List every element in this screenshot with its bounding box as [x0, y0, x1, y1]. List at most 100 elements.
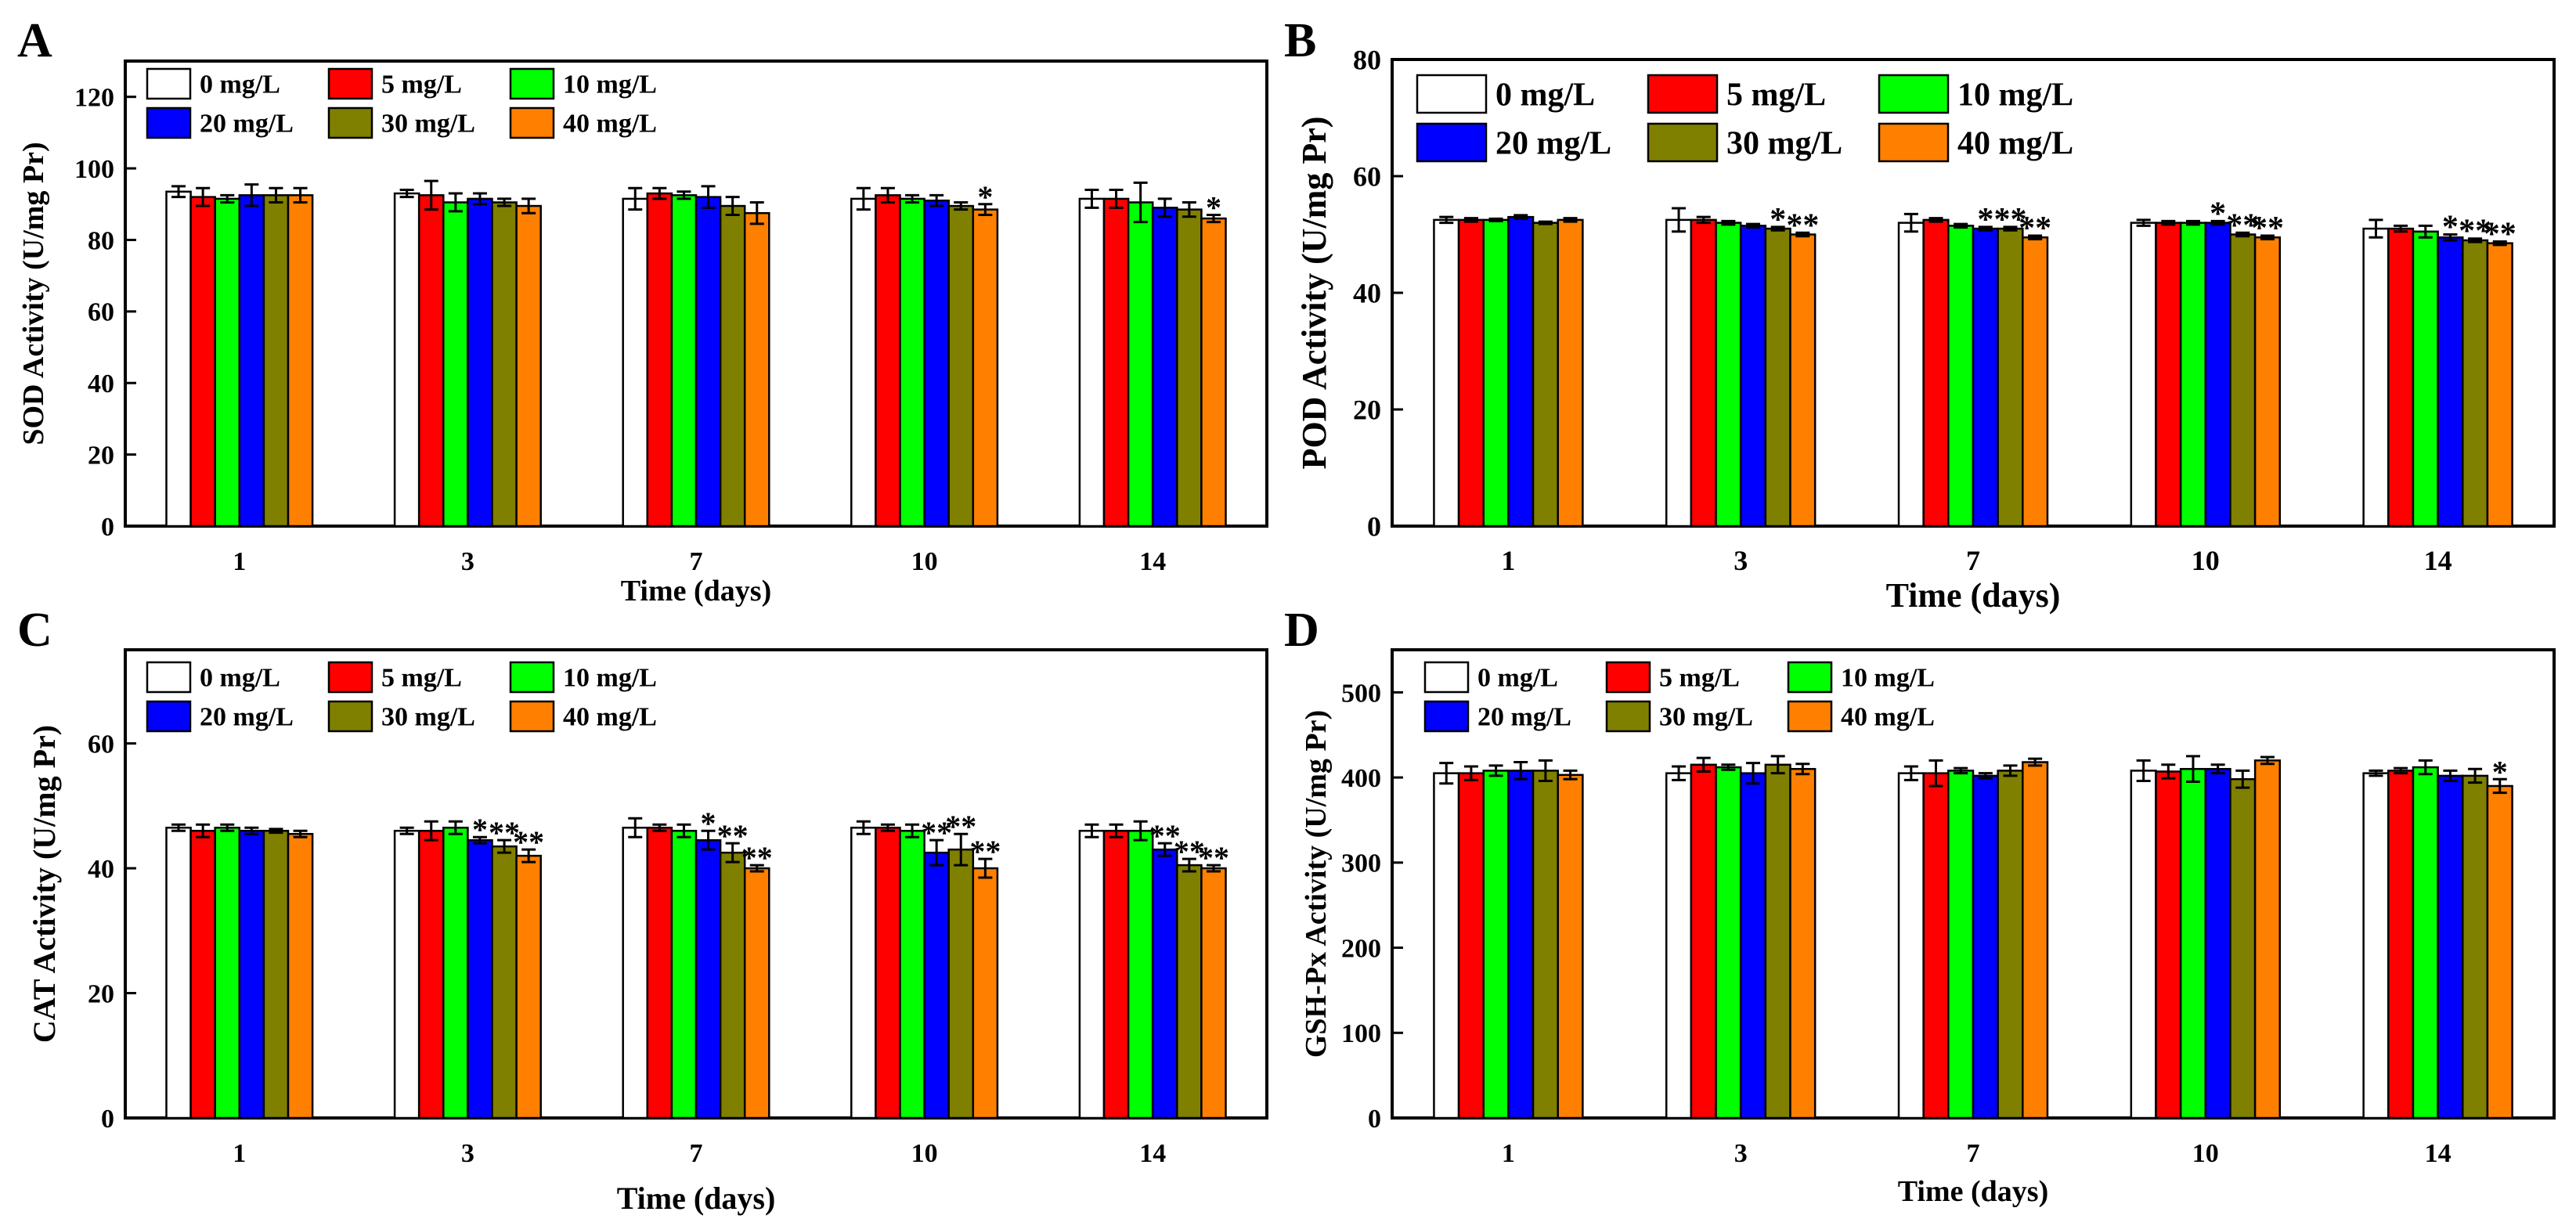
y-tick-label: 20 [88, 979, 114, 1008]
panel-label: D [1284, 604, 1319, 657]
bar [1739, 225, 1767, 528]
y-axis-label: SOD Activity (U/mg Pr) [17, 142, 50, 445]
x-tick-label: 1 [233, 1139, 246, 1168]
x-tick-label: 10 [911, 547, 938, 576]
bar [1127, 829, 1154, 1120]
x-tick-label: 7 [690, 1139, 703, 1168]
bar [1078, 829, 1106, 1120]
bar [1176, 208, 1203, 528]
bar [972, 208, 999, 528]
bar [1789, 233, 1817, 528]
bar [515, 204, 542, 528]
bar [238, 194, 265, 528]
legend-swatch [1878, 122, 1950, 163]
bar [2130, 770, 2157, 1120]
bar [1690, 763, 1717, 1120]
bar [393, 829, 420, 1120]
chart-panel-c: C 0 20 40 60 CAT Activity (U/mg Pr) Time (days… [17, 604, 1268, 1216]
bar [1789, 767, 1817, 1120]
bar [417, 194, 445, 528]
y-axis-label: POD Activity (U/mg Pr) [1295, 117, 1333, 470]
significance-mark: ** [2019, 211, 2051, 247]
bar [1897, 222, 1925, 528]
legend-entry: 0 mg/L [1495, 77, 1595, 113]
x-tick-label: 14 [1139, 547, 1166, 576]
x-axis-label: Time (days) [617, 1181, 776, 1216]
y-tick-label: 40 [88, 370, 114, 398]
x-tick-label: 3 [1734, 1139, 1748, 1168]
bar [743, 211, 770, 528]
x-tick-label: 10 [2192, 1139, 2219, 1168]
bar [875, 826, 901, 1120]
x-tick-label: 3 [461, 547, 474, 576]
x-tick-label: 3 [461, 1139, 474, 1168]
bar [2387, 227, 2415, 528]
bar [1665, 772, 1693, 1120]
significance-mark: * [472, 812, 488, 847]
significance-mark: ** [489, 815, 520, 850]
bar [1715, 766, 1742, 1120]
x-tick-label: 1 [1502, 1139, 1515, 1168]
panel-label: B [1284, 14, 1316, 67]
significance-mark: ** [1198, 840, 1229, 875]
bar [2155, 770, 2182, 1120]
bar [875, 194, 901, 528]
y-tick-label: 40 [1353, 278, 1381, 309]
legend-swatch [146, 67, 192, 100]
bar [2362, 227, 2390, 528]
bar [189, 829, 216, 1120]
significance-mark: ** [969, 834, 1001, 869]
legend-swatch [146, 661, 192, 694]
legend-swatch [327, 661, 373, 694]
significance-mark: ** [2226, 207, 2259, 243]
significance-mark: * [977, 179, 993, 215]
legend: 0 mg/L 5 mg/L 10 mg/L 20 mg/L 30 mg/L 40 mg/L [146, 661, 657, 733]
bar [2486, 784, 2513, 1120]
y-tick-label: 60 [1353, 161, 1381, 193]
bar [2179, 767, 2207, 1120]
legend-entry: 0 mg/L [200, 663, 280, 692]
x-tick-label: 7 [690, 547, 703, 576]
bar [165, 190, 192, 528]
significance-mark: * [2492, 754, 2508, 789]
bar [1947, 225, 1975, 528]
bar [1532, 770, 1559, 1120]
bar [899, 197, 925, 528]
bar [1997, 770, 2024, 1120]
bar [972, 867, 999, 1120]
bar [2253, 236, 2282, 528]
x-tick-label: 7 [1966, 545, 1980, 576]
bar [719, 204, 746, 528]
bar [646, 826, 673, 1120]
legend-swatch [327, 700, 373, 733]
legend-entry: 5 mg/L [1659, 663, 1740, 692]
bar [262, 829, 290, 1120]
legend-entry: 20 mg/L [200, 109, 294, 138]
bar [1715, 222, 1742, 528]
bar [1557, 773, 1584, 1120]
bar [2022, 236, 2049, 528]
significance-mark: ** [2484, 216, 2516, 252]
significance-mark: * [2442, 210, 2459, 246]
bar [1739, 772, 1767, 1120]
bar [214, 197, 241, 528]
legend-swatch [1647, 74, 1719, 114]
significance-mark: ** [513, 824, 544, 860]
y-tick-label: 80 [88, 226, 114, 255]
legend-swatch [1416, 122, 1488, 163]
bar [1482, 218, 1510, 528]
bar [2437, 774, 2464, 1120]
y-tick-label: 0 [1367, 511, 1381, 543]
bar [442, 826, 469, 1120]
bar [1665, 218, 1693, 528]
y-tick-label: 40 [88, 855, 114, 884]
bar [899, 829, 925, 1120]
bar [1151, 848, 1178, 1120]
legend-swatch [1647, 122, 1719, 163]
y-tick-label: 0 [101, 1105, 114, 1134]
x-tick-label: 3 [1734, 545, 1748, 576]
x-tick-label: 7 [1967, 1139, 1980, 1168]
bar [1457, 772, 1485, 1120]
bar [743, 867, 770, 1120]
legend-swatch [1423, 661, 1470, 694]
